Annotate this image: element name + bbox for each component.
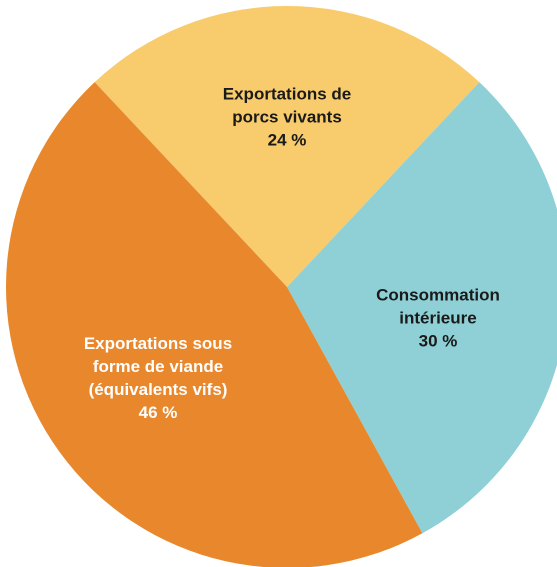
- slice-label: Consommation intérieure 30 %: [351, 284, 526, 353]
- slice-name: Exportations de porcs vivants: [222, 84, 352, 127]
- pie-slice: [6, 82, 423, 567]
- pie-slice: [94, 5, 480, 287]
- slice-value: 24 %: [267, 130, 307, 150]
- slice-name: Consommation intérieure: [376, 285, 500, 328]
- slice-value: 46 %: [138, 403, 178, 422]
- slice-label: Exportations sous forme de viande (équiv…: [78, 332, 238, 424]
- pie-slice: [287, 82, 557, 534]
- slice-label: Exportations de porcs vivants 24 %: [212, 83, 362, 152]
- slice-name: Exportations sous forme de viande (équiv…: [83, 334, 233, 399]
- slice-value: 30 %: [418, 331, 458, 351]
